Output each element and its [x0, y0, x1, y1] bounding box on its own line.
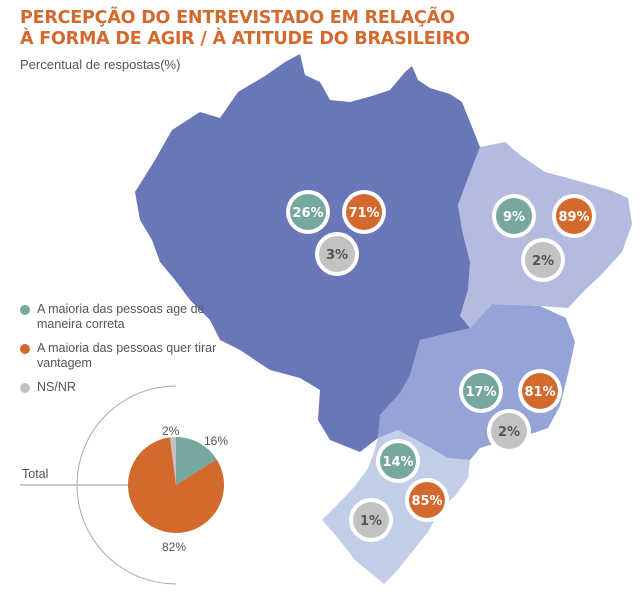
bubble-fill — [525, 242, 561, 278]
legend: A maioria das pessoas age de maneira cor… — [20, 302, 245, 404]
bubble-southeast-correct: 17% — [459, 369, 503, 413]
bubble-southeast-advantage: 81% — [518, 369, 562, 413]
bubble-value: 17% — [465, 385, 496, 400]
pie-label-nsnr: 2% — [162, 424, 180, 438]
bubble-fill — [496, 198, 532, 234]
bubble-value: 3% — [326, 248, 348, 263]
bubble-fill — [346, 194, 382, 230]
pie-slice-correct — [176, 437, 217, 485]
bubble-value: 1% — [360, 514, 382, 529]
bubble-north-correct: 26% — [286, 190, 330, 234]
legend-item-advantage: A maioria das pessoas quer tirar vantage… — [20, 341, 245, 371]
bubble-south-advantage: 85% — [405, 478, 449, 522]
bubble-fill — [380, 443, 416, 479]
region-north — [135, 54, 480, 452]
total-pie-chart — [20, 385, 225, 585]
pie-slice-advantage — [128, 437, 225, 534]
subtitle: Percentual de respostas(%) — [20, 57, 181, 72]
bubble-fill — [491, 413, 527, 449]
bubble-northeast-advantage: 89% — [552, 194, 596, 238]
bubble-value: 9% — [503, 210, 525, 225]
total-outer-arc — [76, 385, 177, 585]
bubble-northeast-nsnr: 2% — [521, 238, 565, 282]
bubble-north-nsnr: 3% — [315, 232, 359, 276]
bubble-value: 2% — [532, 254, 554, 269]
bubble-fill — [319, 236, 355, 272]
legend-label-advantage: A maioria das pessoas quer tirar vantage… — [37, 341, 217, 370]
bubble-fill — [463, 373, 499, 409]
legend-item-correct: A maioria das pessoas age de maneira cor… — [20, 302, 245, 332]
bubble-south-correct: 14% — [376, 439, 420, 483]
bubble-fill — [556, 198, 592, 234]
bubble-fill — [409, 482, 445, 518]
bubble-southeast-nsnr: 2% — [487, 409, 531, 453]
bubble-value: 81% — [524, 385, 555, 400]
bubble-north-advantage: 71% — [342, 190, 386, 234]
region-south — [322, 430, 470, 584]
bubble-value: 89% — [558, 210, 589, 225]
total-label: Total — [22, 467, 49, 481]
legend-label-correct: A maioria das pessoas age de maneira cor… — [37, 302, 205, 331]
bubble-south-nsnr: 1% — [349, 498, 393, 542]
pie-label-correct: 16% — [204, 434, 229, 448]
bubble-fill — [353, 502, 389, 538]
bubble-value: 85% — [411, 494, 442, 509]
legend-swatch-correct — [20, 305, 30, 315]
bubble-fill — [290, 194, 326, 230]
legend-item-nsnr: NS/NR — [20, 380, 245, 395]
bubble-value: 2% — [498, 425, 520, 440]
island — [420, 124, 456, 146]
title-line-1: PERCEPÇÃO DO ENTREVISTADO EM RELAÇÃO — [20, 8, 455, 28]
bubble-fill — [522, 373, 558, 409]
bubble-value: 14% — [382, 455, 413, 470]
bubble-value: 71% — [348, 206, 379, 221]
bubble-value: 26% — [292, 206, 323, 221]
legend-swatch-advantage — [20, 344, 30, 354]
bubble-northeast-correct: 9% — [492, 194, 536, 238]
title-line-2: À FORMA DE AGIR / À ATITUDE DO BRASILEIR… — [20, 29, 470, 49]
legend-swatch-nsnr — [20, 383, 30, 393]
region-northeast — [458, 142, 632, 328]
chart-title: PERCEPÇÃO DO ENTREVISTADO EM RELAÇÃO À F… — [20, 8, 470, 50]
pie-label-advantage: 82% — [162, 540, 187, 554]
pie-slice-nsnr — [169, 437, 176, 485]
legend-label-nsnr: NS/NR — [37, 380, 76, 394]
